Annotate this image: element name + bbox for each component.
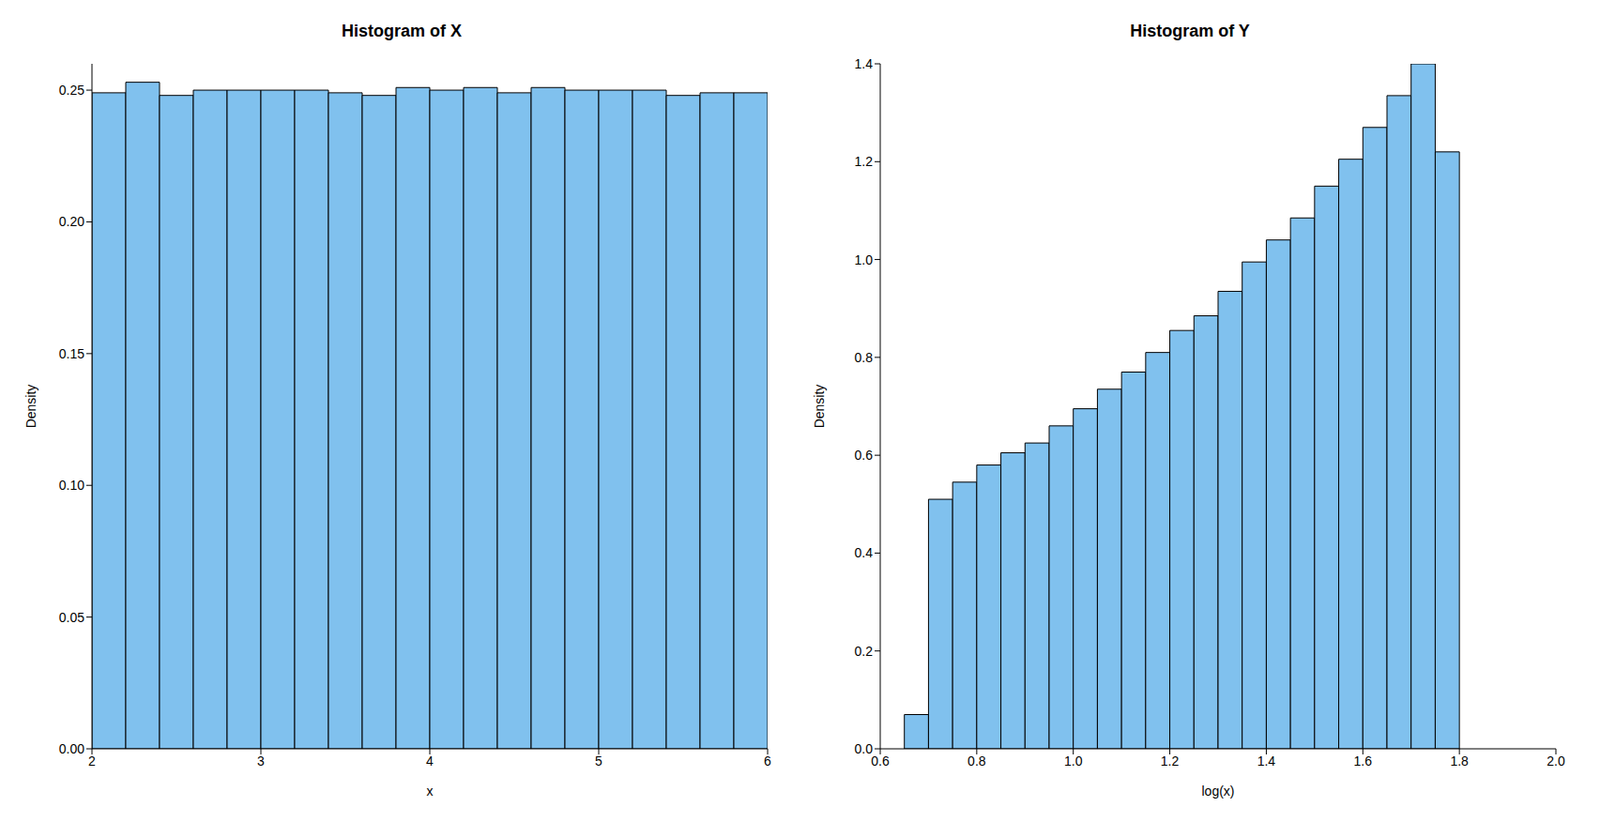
svg-text:0.0: 0.0 [854,741,874,757]
svg-text:1.8: 1.8 [1449,753,1469,769]
svg-text:0.10: 0.10 [59,477,85,493]
svg-text:0.15: 0.15 [59,346,85,362]
html-text:Histogram of X: Histogram of X [341,21,462,41]
svg-text:1.2: 1.2 [1160,753,1180,769]
svg-text:1.4: 1.4 [854,56,874,72]
svg-text:1.0: 1.0 [854,252,874,268]
svg-text:2.0: 2.0 [1546,753,1566,769]
svg-text:5: 5 [594,753,603,769]
svg-text:3: 3 [257,753,265,769]
svg-text:0.20: 0.20 [59,213,85,229]
svg-text:0.6: 0.6 [854,447,874,463]
svg-text:x: x [426,783,434,799]
svg-text:1.6: 1.6 [1354,753,1373,769]
svg-text:0.25: 0.25 [59,82,85,98]
svg-text:0.6: 0.6 [870,753,890,769]
svg-text:Density: Density [811,384,827,429]
svg-text:0.05: 0.05 [59,609,85,625]
svg-text:4: 4 [426,753,434,769]
svg-text:0.8: 0.8 [967,753,987,769]
svg-text:1.2: 1.2 [854,153,874,169]
svg-text:0.2: 0.2 [854,643,874,659]
svg-text:1.4: 1.4 [1257,753,1277,769]
svg-text:1.0: 1.0 [1064,753,1083,769]
svg-text:6: 6 [763,753,772,769]
svg-text:0.8: 0.8 [854,350,874,366]
svg-text:2: 2 [88,753,96,769]
svg-text:Density: Density [23,384,39,429]
svg-text:0.00: 0.00 [59,741,85,757]
html-text:Histogram of Y: Histogram of Y [1130,21,1250,41]
svg-text:0.4: 0.4 [854,545,874,561]
svg-text:log(x): log(x) [1201,783,1235,799]
